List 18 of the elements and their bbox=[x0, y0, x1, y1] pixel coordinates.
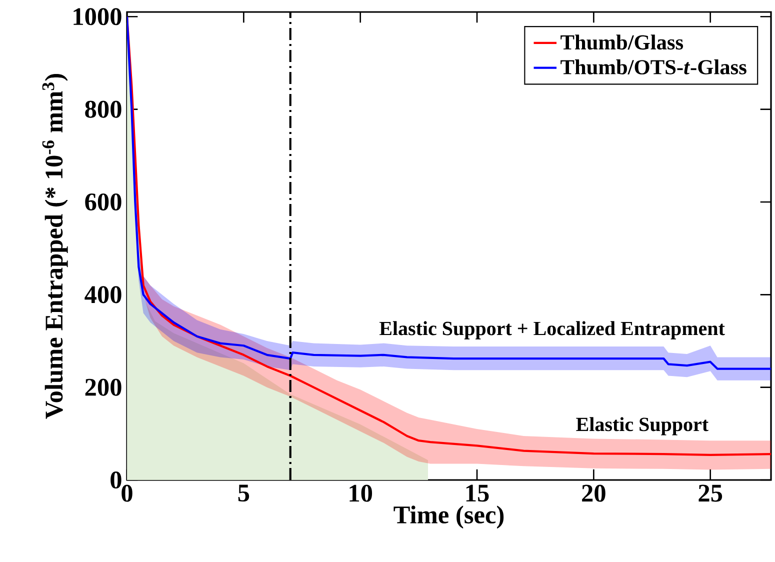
y-axis-title: Volume Entrapped (* 10$^{-6}$ mm$^{3}$) bbox=[42, 74, 68, 419]
x-tick-label: 10 bbox=[350, 484, 372, 502]
y-tick-label: 1000 bbox=[74, 8, 122, 26]
x-tick-label: 25 bbox=[698, 484, 722, 502]
x-axis-title: Time (sec) bbox=[394, 506, 504, 529]
legend-label: Thumb/OTS-t-Glass bbox=[560, 59, 746, 74]
x-tick-label: 20 bbox=[582, 484, 606, 502]
y-tick-label: 400 bbox=[84, 286, 122, 304]
y-tick-label: 800 bbox=[85, 100, 122, 118]
y-tick-label: 600 bbox=[85, 193, 122, 211]
y-tick-label: 200 bbox=[85, 378, 122, 396]
legend-label: Thumb/Glass bbox=[560, 34, 684, 50]
x-tick-label: 15 bbox=[466, 484, 489, 502]
x-tick-label: 0 bbox=[122, 484, 132, 502]
annotation: Elastic Support bbox=[576, 417, 708, 436]
annotation: Elastic Support + Localized Entrapment bbox=[379, 321, 725, 340]
x-tick-label: 5 bbox=[238, 484, 250, 502]
y-tick-label: 0 bbox=[110, 471, 122, 489]
